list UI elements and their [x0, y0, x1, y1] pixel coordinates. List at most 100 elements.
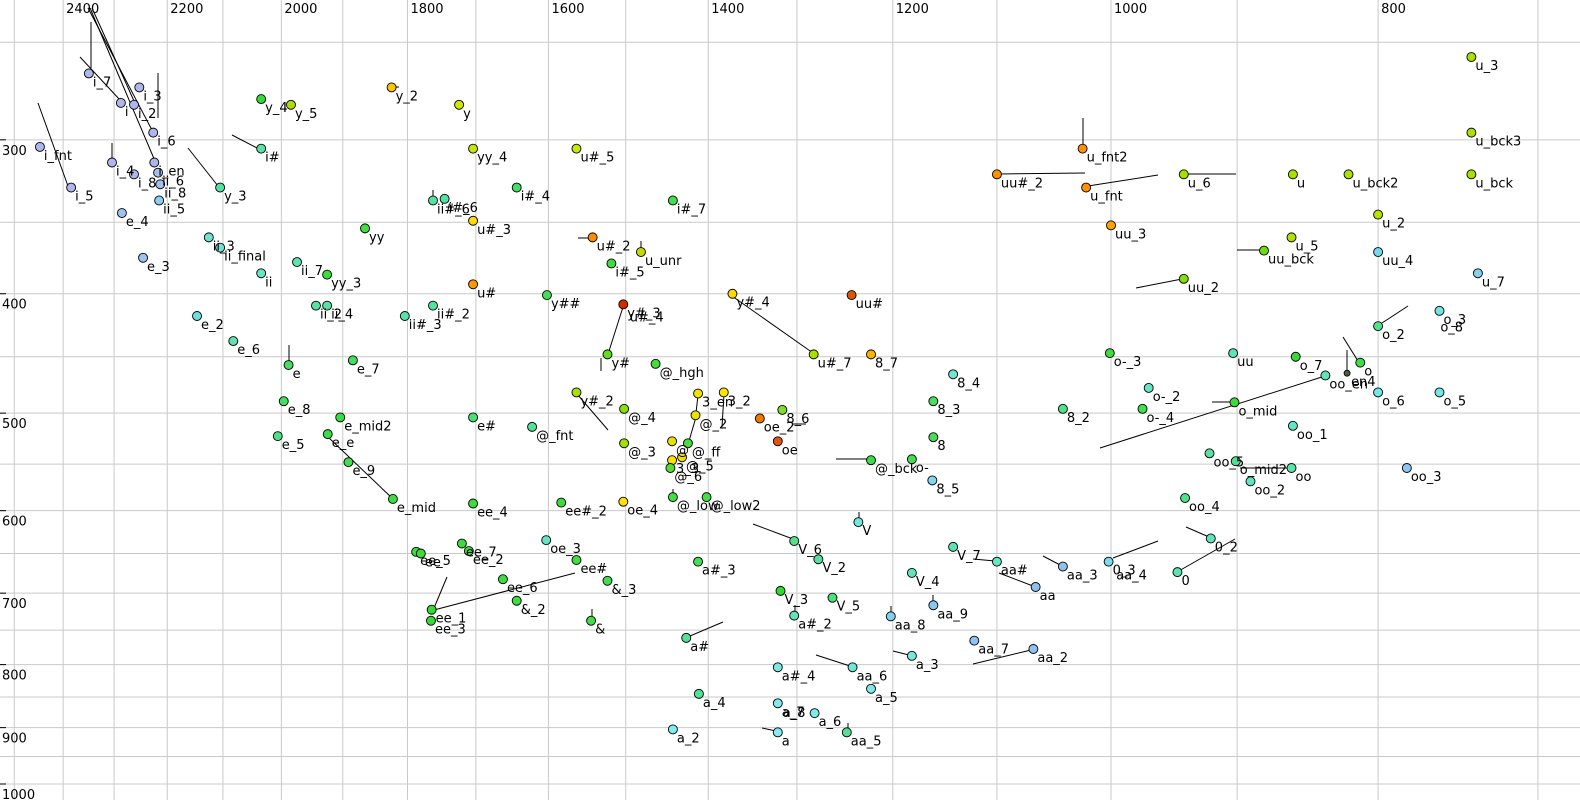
data-point-ii_2[interactable]	[311, 300, 321, 311]
data-point-ii_5[interactable]	[154, 195, 165, 206]
data-point-u[interactable]	[1287, 169, 1298, 180]
data-point-u_6[interactable]	[1178, 169, 1189, 180]
data-point-u_unr[interactable]	[636, 247, 646, 257]
data-point-@_2[interactable]	[690, 410, 701, 421]
data-point-o-[interactable]	[906, 454, 917, 465]
data-point-en4[interactable]	[1343, 369, 1351, 377]
data-point-e_2[interactable]	[192, 311, 202, 321]
data-point-&[interactable]	[586, 615, 597, 626]
data-point-@_ff[interactable]	[682, 438, 693, 449]
data-point-i_fnt[interactable]	[34, 141, 45, 152]
data-point-o-_4[interactable]	[1137, 403, 1148, 414]
data-point-ii_7[interactable]	[292, 257, 302, 268]
data-point-oo_1[interactable]	[1287, 420, 1298, 431]
data-point-@_bck[interactable]	[866, 455, 876, 466]
data-point-oo_2[interactable]	[1245, 476, 1256, 487]
data-point-y#_2[interactable]	[571, 387, 582, 398]
data-point-@[interactable]	[667, 436, 678, 447]
data-point-ee#[interactable]	[571, 555, 582, 566]
data-point-o_2[interactable]	[1373, 321, 1384, 332]
data-point-V_7[interactable]	[948, 541, 959, 552]
data-point-8_3[interactable]	[928, 396, 939, 407]
data-point-oe_2[interactable]	[754, 413, 765, 424]
data-point-o_mid[interactable]	[1229, 397, 1240, 408]
data-point-oe_3[interactable]	[541, 535, 552, 546]
data-point-o[interactable]	[1355, 357, 1366, 368]
data-point-i_5[interactable]	[66, 182, 77, 193]
data-point-e_e[interactable]	[322, 429, 333, 440]
data-point-o_6[interactable]	[1373, 387, 1384, 398]
data-point-uu[interactable]	[1228, 348, 1239, 359]
data-point-uu_4[interactable]	[1373, 247, 1384, 257]
data-point-y#[interactable]	[602, 349, 613, 360]
data-point-ii_8[interactable]	[155, 179, 166, 190]
data-point-8_6[interactable]	[777, 404, 788, 415]
data-point-aa#[interactable]	[991, 556, 1002, 567]
data-point-i[interactable]	[115, 97, 126, 108]
data-point-&_3[interactable]	[602, 575, 613, 586]
data-point-ee_1[interactable]	[426, 604, 437, 615]
data-point-a_2[interactable]	[667, 724, 678, 735]
data-point-V_6[interactable]	[789, 536, 800, 546]
data-point-@_4[interactable]	[619, 403, 630, 414]
data-point-V_3[interactable]	[775, 585, 786, 596]
data-point-@_3[interactable]	[619, 438, 630, 449]
data-point-u#_3[interactable]	[468, 215, 479, 226]
data-point-e[interactable]	[283, 360, 294, 370]
data-point-oe[interactable]	[772, 436, 783, 447]
data-point-y[interactable]	[454, 99, 465, 110]
data-point-V_2[interactable]	[813, 554, 824, 565]
data-point-uu_3[interactable]	[1106, 220, 1116, 231]
data-point-a_6[interactable]	[809, 708, 820, 719]
data-point-a[interactable]	[772, 727, 783, 738]
data-point-uu_bck[interactable]	[1259, 245, 1269, 256]
data-point-y_2[interactable]	[386, 82, 397, 93]
data-point-a#_3[interactable]	[693, 556, 704, 567]
data-point-aa_6[interactable]	[847, 662, 858, 673]
data-point-8_2[interactable]	[1057, 403, 1068, 414]
data-point-u_3[interactable]	[1466, 52, 1477, 62]
data-point-a_3[interactable]	[906, 650, 917, 661]
data-point-yy_4[interactable]	[468, 143, 479, 154]
data-point-a#_2[interactable]	[789, 610, 800, 621]
data-point-e_mid2[interactable]	[335, 412, 346, 423]
data-point-i_7[interactable]	[83, 68, 94, 79]
data-point-aa_3[interactable]	[1057, 561, 1068, 572]
data-point-i_4[interactable]	[107, 157, 117, 168]
data-point-u#_2[interactable]	[587, 232, 598, 243]
data-point-oo_en[interactable]	[1320, 370, 1331, 381]
data-point-uu#[interactable]	[846, 290, 857, 301]
data-point-i#_4[interactable]	[511, 182, 522, 193]
data-point-@_low2[interactable]	[701, 492, 712, 503]
data-point-a#_4[interactable]	[772, 662, 783, 673]
data-point-0_2[interactable]	[1205, 533, 1216, 544]
data-point-uu_2[interactable]	[1178, 273, 1189, 284]
data-point-u_fnt2[interactable]	[1077, 143, 1088, 154]
data-point-ii_6[interactable]	[153, 167, 164, 178]
data-point-ii_final[interactable]	[215, 242, 226, 253]
data-point-o_5[interactable]	[1434, 387, 1445, 398]
data-point-y#_3[interactable]	[618, 299, 629, 310]
data-point-aa[interactable]	[1030, 582, 1041, 592]
data-point-e_9[interactable]	[343, 457, 354, 468]
data-point-y_4[interactable]	[256, 94, 267, 105]
data-point-8[interactable]	[928, 432, 939, 443]
data-point-ii_3[interactable]	[203, 232, 214, 243]
data-point-aa_5[interactable]	[841, 727, 852, 738]
data-point-i#_7[interactable]	[667, 195, 678, 206]
data-point-ee_7[interactable]	[456, 538, 467, 549]
data-point-3_2[interactable]	[718, 387, 729, 398]
data-point-u_bck2[interactable]	[1343, 169, 1354, 180]
data-point-ii#_6[interactable]	[428, 195, 438, 206]
data-point-a#[interactable]	[681, 632, 692, 643]
data-point-o-_3[interactable]	[1104, 348, 1115, 359]
data-point-a_7[interactable]	[772, 698, 783, 709]
data-point-ee[interactable]	[415, 548, 426, 559]
data-point-aa_9[interactable]	[928, 600, 939, 611]
data-point-e_8[interactable]	[278, 396, 289, 407]
data-point-u_2[interactable]	[1373, 209, 1384, 220]
data-point-oo[interactable]	[1286, 463, 1297, 473]
data-point-ee_3[interactable]	[426, 615, 436, 626]
data-point-@_low[interactable]	[667, 492, 678, 503]
data-point-uu#_2[interactable]	[991, 169, 1002, 180]
